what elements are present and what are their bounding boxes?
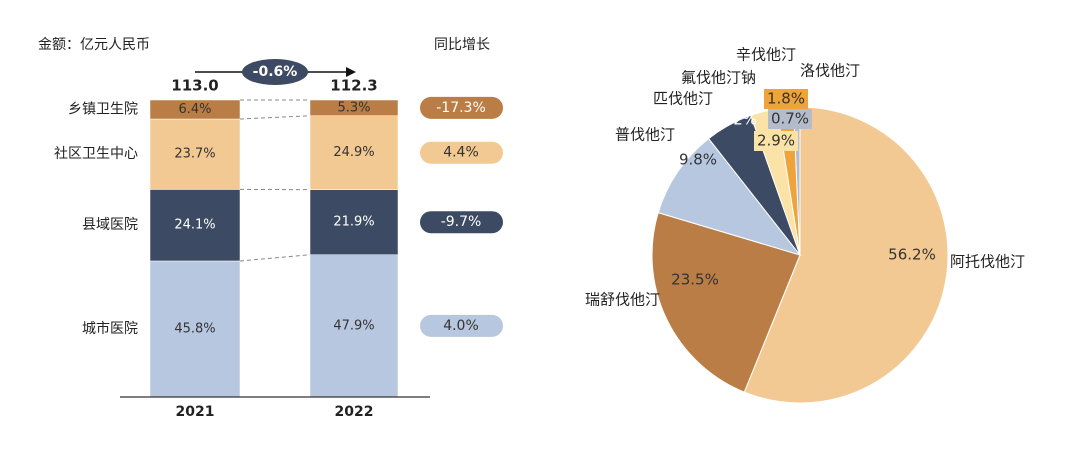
value-label: 5.3% [337, 100, 370, 115]
bar-segment [309, 254, 399, 398]
value-label: 0.7% [771, 110, 809, 128]
slice-name: 洛伐他汀 [800, 62, 860, 80]
bar-segment [309, 99, 399, 116]
value-label: 56.2% [888, 246, 936, 264]
growth-label: 4.4% [443, 145, 479, 161]
total-growth-pill [242, 59, 308, 85]
growth-label: 4.0% [443, 318, 479, 334]
value-box [768, 109, 812, 129]
value-label: 24.9% [333, 145, 374, 160]
bar-segment [309, 189, 399, 255]
slice-name: 瑞舒伐他汀 [585, 291, 660, 309]
connector [239, 115, 311, 120]
category-label: 乡镇卫生院 [68, 102, 138, 118]
unit-label: 金额：亿元人民币 [38, 37, 150, 53]
growth-pill [420, 211, 503, 234]
connector [239, 254, 311, 262]
total-label: 112.3 [330, 77, 377, 95]
value-label: 23.5% [671, 271, 719, 289]
value-label: 2.9% [757, 132, 795, 150]
value-label: 6.4% [178, 102, 211, 117]
growth-pill [420, 314, 503, 337]
bar-segment [149, 99, 241, 120]
slice-name: 辛伐他汀 [736, 46, 796, 64]
arrow-head [346, 67, 356, 77]
total-growth-label: -0.6% [253, 64, 298, 80]
growth-label: -17.3% [436, 100, 486, 116]
category-label: 社区卫生中心 [54, 146, 138, 162]
growth-pill [420, 96, 503, 119]
value-label: 45.8% [174, 321, 215, 336]
slice-name: 阿托伐他汀 [950, 253, 1025, 271]
value-label: 5.2% [719, 111, 757, 129]
value-label: 24.1% [174, 218, 215, 233]
category-label: 县域医院 [82, 217, 138, 233]
value-label: 1.8% [767, 90, 805, 108]
growth-header: 同比增长 [434, 37, 490, 53]
total-label: 113.0 [171, 77, 218, 95]
value-box [764, 89, 808, 109]
pie-slice [743, 106, 949, 404]
growth-pill [420, 141, 503, 164]
value-label: 21.9% [333, 215, 374, 230]
pie-slice [657, 137, 802, 256]
slice-name: 匹伐他汀 [653, 90, 713, 108]
value-label: 9.8% [679, 151, 717, 169]
slice-name: 氟伐他汀钠 [681, 69, 756, 87]
slice-name: 普伐他汀 [615, 126, 675, 144]
bar-segment [149, 189, 241, 262]
growth-label: -9.7% [441, 214, 482, 230]
bar-segment [149, 260, 241, 398]
category-label: 城市医院 [82, 320, 138, 337]
x-tick-label: 2021 [176, 404, 215, 420]
bar-segment [309, 115, 399, 190]
value-label: 23.7% [174, 147, 215, 162]
value-box [754, 131, 798, 151]
value-label: 47.9% [333, 318, 374, 333]
x-tick-label: 2022 [335, 404, 374, 420]
pie-slice [651, 212, 801, 393]
